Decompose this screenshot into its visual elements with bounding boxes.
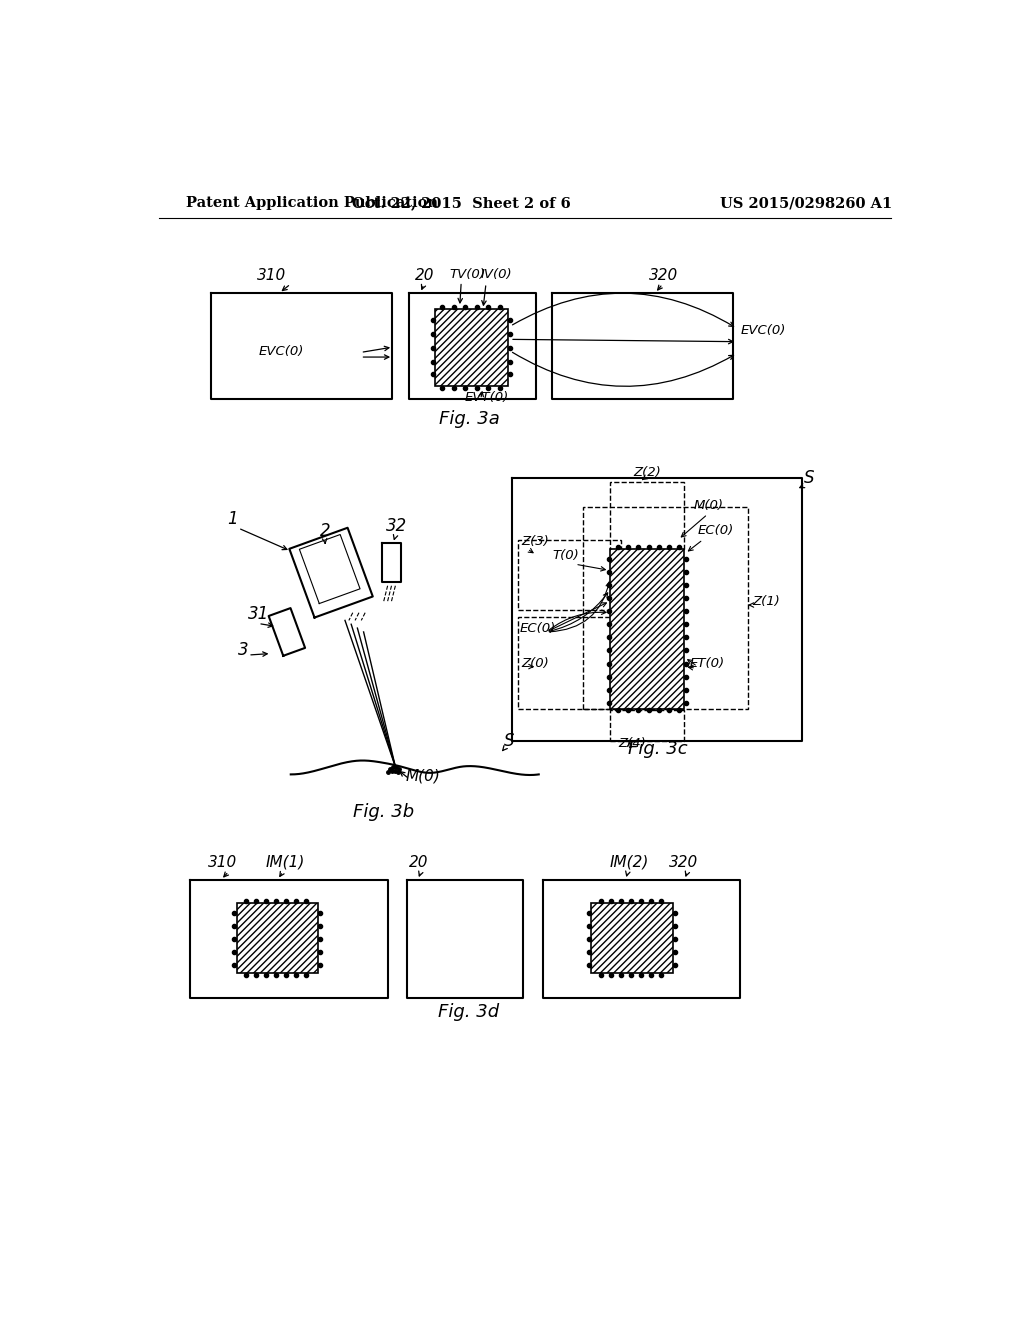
Text: 310: 310: [257, 268, 287, 282]
Text: ET(0): ET(0): [690, 656, 725, 669]
Text: EC(0): EC(0): [519, 622, 556, 635]
Text: EVC(0): EVC(0): [740, 323, 785, 337]
Text: 3: 3: [238, 642, 249, 659]
Text: S: S: [804, 470, 814, 487]
Polygon shape: [237, 903, 317, 973]
Text: 320: 320: [649, 268, 678, 282]
Text: Z(4): Z(4): [617, 738, 645, 751]
Text: Z(3): Z(3): [521, 535, 550, 548]
Text: Fig. 3a: Fig. 3a: [438, 411, 500, 428]
Text: Fig. 3c: Fig. 3c: [629, 739, 688, 758]
Text: Patent Application Publication: Patent Application Publication: [186, 197, 438, 210]
Text: IM(2): IM(2): [609, 855, 648, 870]
Text: 2: 2: [321, 521, 331, 540]
Text: 310: 310: [208, 855, 238, 870]
Text: 320: 320: [669, 855, 698, 870]
Text: M(0): M(0): [406, 768, 440, 784]
Text: Z(1): Z(1): [752, 595, 779, 609]
Text: Oct. 22, 2015  Sheet 2 of 6: Oct. 22, 2015 Sheet 2 of 6: [352, 197, 570, 210]
Text: M(0): M(0): [693, 499, 724, 512]
Text: 20: 20: [415, 268, 434, 282]
Text: EVT(0): EVT(0): [465, 391, 509, 404]
Text: IV(0): IV(0): [480, 268, 512, 281]
Text: TV(0): TV(0): [450, 268, 485, 281]
Text: IM(1): IM(1): [266, 855, 305, 870]
Text: 1: 1: [227, 510, 238, 528]
Text: US 2015/0298260 A1: US 2015/0298260 A1: [720, 197, 892, 210]
Text: Z(0): Z(0): [521, 656, 550, 669]
Text: Z(2): Z(2): [633, 466, 662, 479]
Polygon shape: [610, 549, 684, 709]
Text: Fig. 3d: Fig. 3d: [438, 1003, 500, 1020]
Polygon shape: [435, 309, 508, 385]
Text: Fig. 3b: Fig. 3b: [353, 803, 415, 821]
Text: 32: 32: [386, 517, 408, 535]
Text: S: S: [504, 731, 514, 750]
Text: 31: 31: [248, 605, 269, 623]
Text: 20: 20: [409, 855, 428, 870]
Text: EVC(0): EVC(0): [258, 345, 303, 358]
Text: T(0): T(0): [553, 549, 580, 562]
Polygon shape: [592, 903, 673, 973]
Text: EC(0): EC(0): [697, 524, 734, 537]
